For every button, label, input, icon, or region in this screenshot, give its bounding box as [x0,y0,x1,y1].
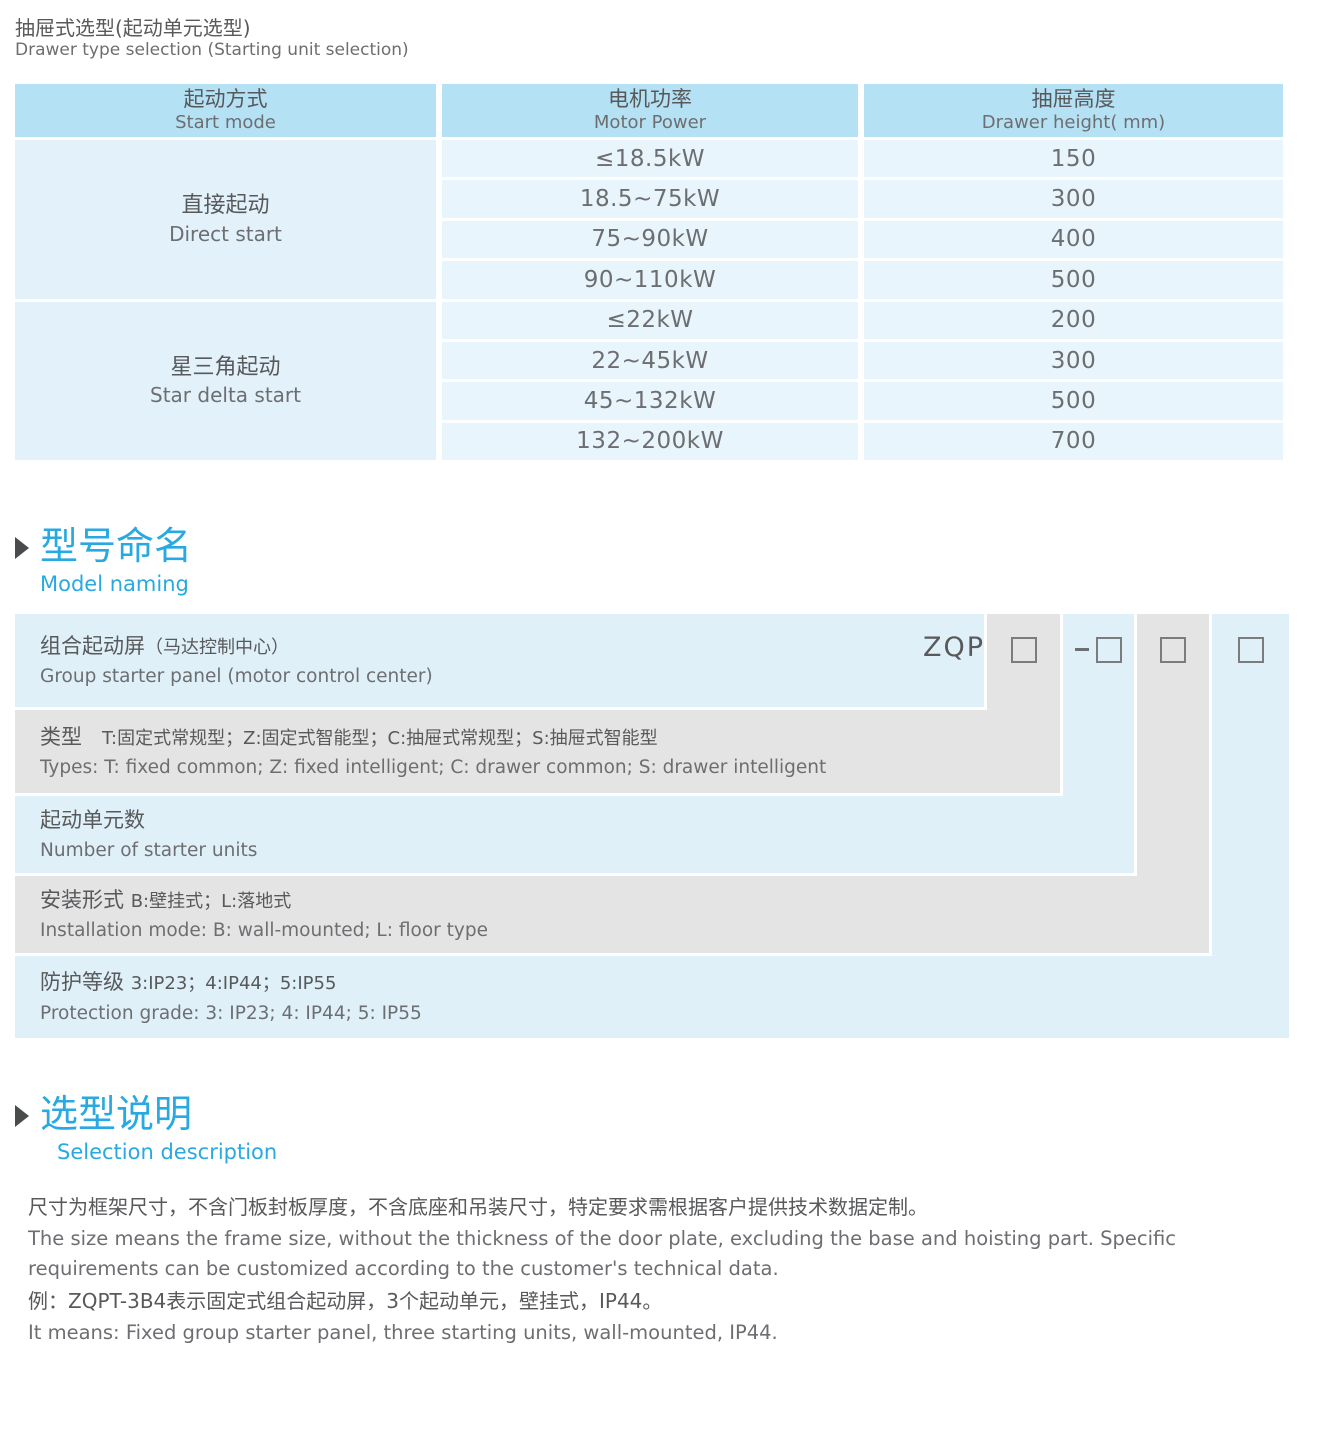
col-header-motor-power-zh: 电机功率 [608,87,692,112]
naming-row2-zh: 类型 T:固定式常规型；Z:固定式智能型；C:抽屉式常规型；S:抽屉式智能型 [40,722,1060,752]
naming-row3-en: Number of starter units [40,840,258,862]
col-header-start-mode-en: Start mode [175,112,276,134]
model-naming-heading-en: Model naming [40,571,189,596]
naming-row4-en: Installation mode: B: wall-mounted; L: f… [40,920,488,942]
model-naming-diagram: 组合起动屏（马达控制中心） Group starter panel (motor… [15,614,1289,1038]
naming-row1-zh-sub: （马达控制中心） [145,636,289,658]
naming-row1-zh-main: 组合起动屏 [40,633,145,658]
height-cell: 500 [864,261,1283,299]
naming-column-protection [1212,614,1289,1038]
placeholder-box-icon [1160,637,1186,663]
power-cell: 90~110kW [442,261,858,299]
naming-row2-zh-main: 类型 [40,724,82,749]
power-cell: 75~90kW [442,220,858,259]
naming-row1-zh: 组合起动屏（马达控制中心） [40,631,984,661]
height-cell: 400 [864,220,1283,259]
naming-row5-en: Protection grade: 3: IP23; 4: IP44; 5: I… [40,1002,422,1024]
col-header-drawer-height-zh: 抽屉高度 [1031,87,1116,112]
height-cell: 500 [864,382,1283,420]
triangle-bullet-icon [15,537,29,559]
naming-row5-zh-main: 防护等级 [40,970,124,995]
dash-icon [1075,648,1089,651]
naming-row4-zh: 安装形式 B:壁挂式；L:落地式 [40,885,1209,915]
placeholder-box-icon [1096,637,1122,663]
naming-row3-zh: 起动单元数 [40,807,145,832]
col-header-start-mode-zh: 起动方式 [183,87,268,112]
naming-row1-en: Group starter panel (motor control cente… [40,666,433,688]
height-cell: 300 [864,341,1283,380]
section-selection-description-heading: 选型说明 Selection description [15,1092,278,1164]
model-code-prefix: ZQP [923,632,986,663]
drawer-selection-table: 起动方式 Start mode 电机功率 Motor Power 抽屉高度 Dr… [15,84,1283,461]
page-title-zh: 抽屉式选型(起动单元选型) [15,16,251,40]
model-naming-heading-zh: 型号命名 [40,524,193,568]
col-header-motor-power-en: Motor Power [593,112,707,134]
triangle-bullet-icon [15,1105,29,1127]
selection-description-text: 尺寸为框架尺寸，不含门板封板厚度，不含底座和吊装尺寸，特定要求需根据客户提供技术… [28,1192,1290,1350]
power-cell: 45~132kW [442,382,858,420]
selection-description-heading-en: Selection description [57,1139,278,1164]
height-cell: 200 [864,301,1283,339]
naming-row-types: 类型 T:固定式常规型；Z:固定式智能型；C:抽屉式常规型；S:抽屉式智能型 T… [15,710,1060,793]
naming-row-protection-grade: 防护等级 3:IP23；4:IP44；5:IP55 Protection gra… [15,956,1289,1038]
direct-start-zh: 直接起动 [181,192,270,218]
naming-row2-zh-sub: T:固定式常规型；Z:固定式智能型；C:抽屉式常规型；S:抽屉式智能型 [102,727,658,749]
power-cell: 132~200kW [442,422,858,461]
naming-column-units [1063,614,1134,873]
height-cell: 150 [864,140,1283,178]
star-delta-start-zh: 星三角起动 [170,354,281,380]
direct-start-en: Direct start [169,221,282,246]
col-header-motor-power: 电机功率 Motor Power [442,84,858,137]
power-cell: ≤18.5kW [442,140,858,178]
section-model-naming-heading: 型号命名 Model naming [15,524,193,596]
naming-row-starter-units: 起动单元数 Number of starter units [15,796,1134,873]
col-header-drawer-height-en: Drawer height( mm) [981,112,1166,134]
naming-row4-zh-main: 安装形式 [40,887,124,912]
description-line-en-1: The size means the frame size, without t… [28,1227,1177,1280]
power-cell: 18.5~75kW [442,180,858,218]
power-cell: ≤22kW [442,301,858,339]
naming-column-type [987,614,1060,793]
naming-column-installation [1137,614,1209,953]
col-header-drawer-height: 抽屉高度 Drawer height( mm) [864,84,1283,137]
page-title-en: Drawer type selection (Starting unit sel… [15,40,409,60]
placeholder-box-icon [1010,637,1037,663]
height-cell: 300 [864,180,1283,218]
merged-cell-star-delta-start: 星三角起动 Star delta start [15,301,436,461]
star-delta-start-en: Star delta start [150,383,301,408]
description-line-en-2: It means: Fixed group starter panel, thr… [28,1321,778,1344]
description-line-zh-2: 例：ZQPT-3B4表示固定式组合起动屏，3个起动单元，壁挂式，IP44。 [28,1289,663,1313]
height-cell: 700 [864,422,1283,461]
naming-row2-en: Types: T: fixed common; Z: fixed intelli… [40,757,827,779]
power-cell: 22~45kW [442,341,858,380]
placeholder-box-icon [1237,637,1264,663]
description-line-zh-1: 尺寸为框架尺寸，不含门板封板厚度，不含底座和吊装尺寸，特定要求需根据客户提供技术… [28,1195,928,1219]
naming-row-group-starter-panel: 组合起动屏（马达控制中心） Group starter panel (motor… [15,614,984,707]
naming-row4-zh-sub: B:壁挂式；L:落地式 [130,890,292,912]
col-header-start-mode: 起动方式 Start mode [15,84,436,137]
merged-cell-direct-start: 直接起动 Direct start [15,140,436,299]
selection-description-heading-zh: 选型说明 [40,1092,193,1136]
naming-row5-zh: 防护等级 3:IP23；4:IP44；5:IP55 [40,967,1289,997]
naming-row-installation-mode: 安装形式 B:壁挂式；L:落地式 Installation mode: B: w… [15,876,1209,953]
naming-row5-zh-sub: 3:IP23；4:IP44；5:IP55 [130,973,337,995]
